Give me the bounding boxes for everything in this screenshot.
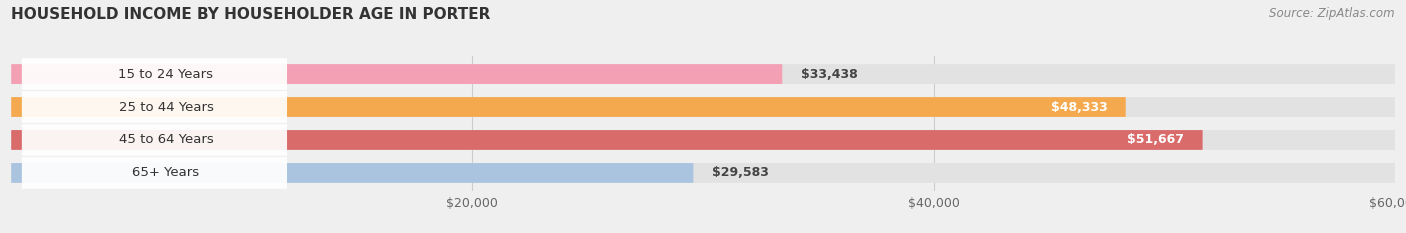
- FancyBboxPatch shape: [22, 157, 287, 189]
- FancyBboxPatch shape: [11, 163, 1395, 183]
- Text: 15 to 24 Years: 15 to 24 Years: [118, 68, 214, 81]
- FancyBboxPatch shape: [11, 97, 1126, 117]
- Text: $33,438: $33,438: [801, 68, 858, 81]
- FancyBboxPatch shape: [11, 64, 782, 84]
- Text: $29,583: $29,583: [711, 166, 769, 179]
- FancyBboxPatch shape: [11, 163, 693, 183]
- Text: $51,667: $51,667: [1128, 134, 1184, 147]
- FancyBboxPatch shape: [22, 91, 287, 123]
- FancyBboxPatch shape: [22, 58, 287, 90]
- FancyBboxPatch shape: [11, 64, 1395, 84]
- Text: 45 to 64 Years: 45 to 64 Years: [118, 134, 214, 147]
- FancyBboxPatch shape: [22, 124, 287, 156]
- FancyBboxPatch shape: [11, 97, 1395, 117]
- Text: 65+ Years: 65+ Years: [132, 166, 200, 179]
- Text: 25 to 44 Years: 25 to 44 Years: [118, 100, 214, 113]
- Text: $48,333: $48,333: [1050, 100, 1108, 113]
- Text: HOUSEHOLD INCOME BY HOUSEHOLDER AGE IN PORTER: HOUSEHOLD INCOME BY HOUSEHOLDER AGE IN P…: [11, 7, 491, 22]
- Text: Source: ZipAtlas.com: Source: ZipAtlas.com: [1270, 7, 1395, 20]
- FancyBboxPatch shape: [11, 130, 1202, 150]
- FancyBboxPatch shape: [11, 130, 1395, 150]
